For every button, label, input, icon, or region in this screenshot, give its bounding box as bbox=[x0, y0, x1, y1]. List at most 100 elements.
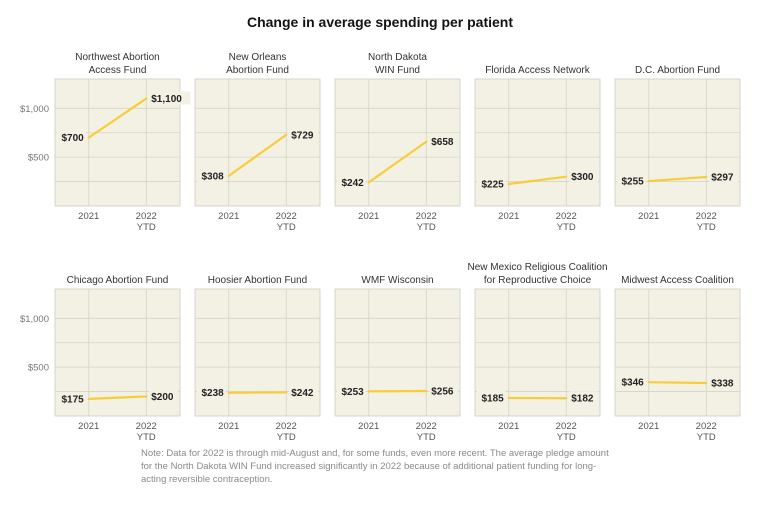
value-label: $225 bbox=[482, 180, 505, 191]
x-tick-label: YTD bbox=[557, 432, 576, 443]
panel-background bbox=[194, 78, 321, 207]
value-label-background bbox=[429, 383, 459, 397]
value-label-background bbox=[196, 168, 226, 182]
x-tick-label: 2021 bbox=[638, 421, 659, 432]
chart-title: Change in average spending per patient bbox=[246, 14, 514, 30]
series-line bbox=[367, 140, 428, 184]
x-tick-label: 2021 bbox=[638, 211, 659, 222]
value-label-background bbox=[56, 130, 86, 144]
value-label-background bbox=[429, 134, 459, 148]
value-label: $658 bbox=[431, 137, 454, 148]
value-label: $308 bbox=[202, 171, 225, 182]
panel-title: Abortion Fund bbox=[226, 65, 289, 76]
panel-title: Florida Access Network bbox=[485, 65, 590, 76]
panel-title: North Dakota bbox=[368, 52, 427, 63]
panel-title: WMF Wisconsin bbox=[361, 275, 433, 286]
x-tick-label: 2022 bbox=[416, 421, 437, 432]
value-label-background bbox=[616, 375, 646, 389]
panel-6: $500 $1,000 Chicago Abortion Fund $175 $200 2… bbox=[20, 275, 181, 443]
x-tick-label: 2021 bbox=[498, 211, 519, 222]
value-label-background bbox=[56, 391, 86, 405]
value-label-background bbox=[476, 390, 506, 404]
value-label-background bbox=[336, 384, 366, 398]
x-tick-label: 2022 bbox=[136, 421, 157, 432]
panel-title: for Reproductive Choice bbox=[484, 275, 592, 286]
panel-title: WIN Fund bbox=[375, 65, 420, 76]
panel-1: $500 $1,000 Northwest Abortion Access Fund $… bbox=[20, 52, 191, 233]
panel-10: Midwest Access Coalition $346 $338 2021 2022… bbox=[614, 275, 741, 443]
value-label: $256 bbox=[431, 386, 454, 397]
series-line bbox=[647, 175, 708, 183]
x-tick-label: 2022 bbox=[696, 421, 717, 432]
x-tick-label: 2022 bbox=[276, 211, 297, 222]
chart-note: Note: Data for 2022 is through mid-Augus… bbox=[141, 448, 609, 485]
panel-title: New Mexico Religious Coalition bbox=[467, 262, 607, 273]
value-label: $300 bbox=[571, 172, 594, 183]
value-label: $242 bbox=[291, 388, 314, 399]
value-label: $238 bbox=[202, 388, 225, 399]
value-label-background bbox=[289, 127, 319, 141]
panel-title: Access Fund bbox=[89, 65, 147, 76]
value-label: $255 bbox=[622, 177, 645, 188]
panel-2: New Orleans Abortion Fund $308 $729 2021 2022… bbox=[194, 52, 321, 233]
series-line bbox=[507, 175, 568, 186]
value-label: $182 bbox=[571, 394, 594, 405]
series-line bbox=[87, 395, 148, 401]
series-line bbox=[87, 97, 148, 139]
x-tick-label: 2021 bbox=[218, 211, 239, 222]
panel-title: D.C. Abortion Fund bbox=[635, 65, 720, 76]
value-label-background bbox=[196, 385, 226, 399]
x-tick-label: 2022 bbox=[696, 211, 717, 222]
x-tick-label: 2021 bbox=[358, 211, 379, 222]
x-tick-label: 2022 bbox=[556, 211, 577, 222]
value-label-background bbox=[709, 169, 739, 183]
value-label-background bbox=[289, 385, 319, 399]
series-line bbox=[227, 133, 288, 178]
panel-title: Northwest Abortion bbox=[75, 52, 160, 63]
x-tick-label: 2022 bbox=[416, 211, 437, 222]
x-tick-label: YTD bbox=[417, 222, 436, 233]
value-label-background bbox=[616, 174, 646, 188]
x-tick-label: YTD bbox=[697, 432, 716, 443]
value-label: $175 bbox=[62, 394, 85, 405]
value-label: $297 bbox=[711, 172, 734, 183]
panel-background bbox=[614, 288, 741, 417]
x-tick-label: 2021 bbox=[78, 421, 99, 432]
value-label-background bbox=[709, 375, 739, 389]
x-tick-label: YTD bbox=[417, 432, 436, 443]
value-label: $729 bbox=[291, 130, 314, 141]
value-label: $185 bbox=[482, 393, 505, 404]
panel-9: New Mexico Religious Coalition for Reprod… bbox=[467, 262, 607, 443]
y-tick-label: $1,000 bbox=[20, 314, 49, 325]
value-label-background bbox=[336, 175, 366, 189]
x-tick-label: YTD bbox=[557, 222, 576, 233]
value-label: $338 bbox=[711, 378, 734, 389]
value-label: $1,100 bbox=[151, 94, 182, 105]
value-label: $242 bbox=[342, 178, 365, 189]
panel-title: Hoosier Abortion Fund bbox=[208, 275, 308, 286]
y-tick-label: $1,000 bbox=[20, 104, 49, 115]
x-tick-label: YTD bbox=[137, 222, 156, 233]
panel-4: Florida Access Network $225 $300 2021 2022YT… bbox=[474, 65, 601, 233]
value-label: $200 bbox=[151, 392, 174, 403]
value-label-background bbox=[149, 389, 179, 403]
x-tick-label: 2021 bbox=[358, 421, 379, 432]
x-tick-label: 2022 bbox=[556, 421, 577, 432]
x-tick-label: 2022 bbox=[136, 211, 157, 222]
y-tick-label: $500 bbox=[28, 153, 49, 164]
x-tick-label: YTD bbox=[277, 222, 296, 233]
panel-title: New Orleans bbox=[229, 52, 287, 63]
value-label-background bbox=[569, 391, 599, 405]
value-label: $346 bbox=[622, 378, 645, 389]
x-tick-label: 2021 bbox=[498, 421, 519, 432]
x-tick-label: 2021 bbox=[78, 211, 99, 222]
y-tick-label: $500 bbox=[28, 363, 49, 374]
x-tick-label: 2022 bbox=[276, 421, 297, 432]
value-label: $700 bbox=[62, 133, 85, 144]
panel-title: Midwest Access Coalition bbox=[621, 275, 734, 286]
x-tick-label: YTD bbox=[137, 432, 156, 443]
